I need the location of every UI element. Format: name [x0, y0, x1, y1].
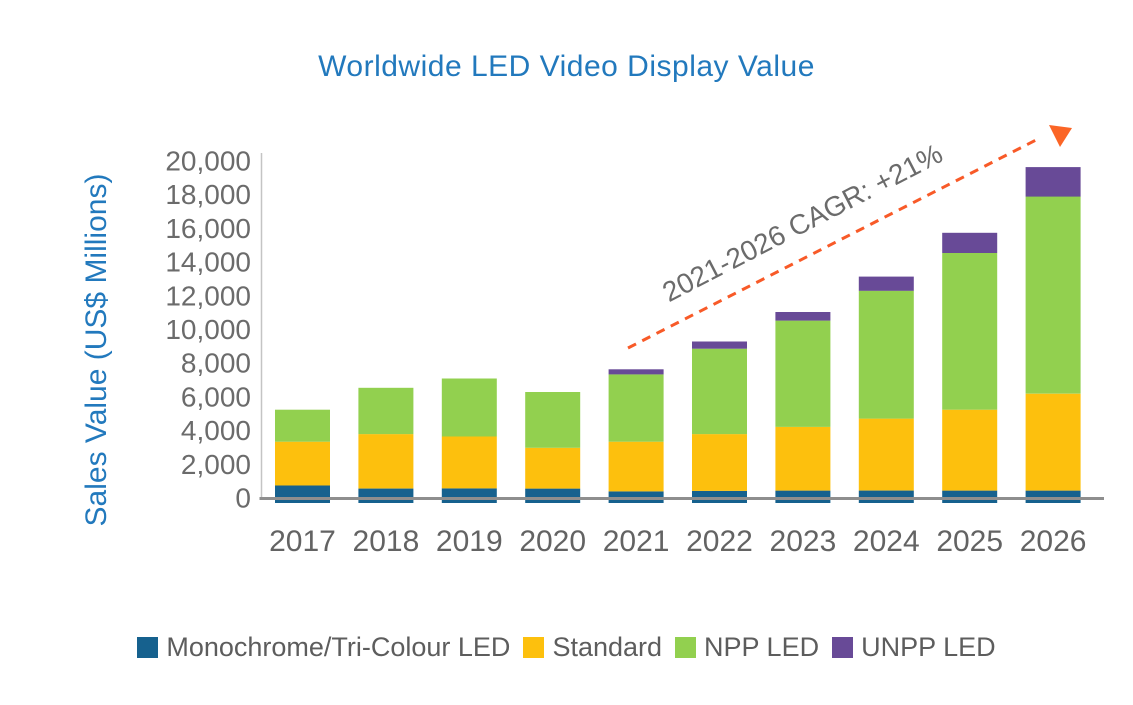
cagr-dashed-arrow-line	[627, 136, 1041, 350]
bar-2020	[525, 392, 581, 503]
bar-segment	[1025, 167, 1081, 197]
bar-segment	[775, 426, 831, 491]
bar-segment	[441, 488, 497, 503]
legend-swatch-icon	[523, 637, 545, 658]
bar-2023	[775, 312, 831, 503]
bar-segment	[858, 418, 914, 491]
bar-segment	[358, 488, 414, 503]
legend-item: UNPP LED	[832, 632, 996, 663]
x-tick-label: 2020	[519, 525, 586, 558]
bar-2017	[275, 409, 330, 503]
legend-item: Standard	[523, 632, 662, 663]
y-tick-label: 6,000	[181, 381, 251, 412]
x-tick-label: 2025	[936, 525, 1003, 558]
bar-2026	[1025, 167, 1081, 503]
x-tick-label: 2017	[269, 525, 336, 558]
cagr-arrowhead-icon	[1049, 125, 1072, 147]
x-tick-label: 2019	[436, 525, 503, 558]
bar-segment	[858, 276, 914, 291]
bar-segment	[1025, 196, 1081, 394]
y-tick-labels: 02,0004,0006,0008,00010,00012,00014,0001…	[165, 146, 251, 514]
y-tick-label: 16,000	[165, 213, 251, 244]
stacked-bar-chart: 02,0004,0006,0008,00010,00012,00014,0001…	[165, 125, 1104, 558]
bar-segment	[1025, 393, 1081, 491]
bar-segment	[858, 490, 914, 503]
bar-segment	[942, 232, 998, 253]
chart-title: Worldwide LED Video Display Value	[318, 50, 815, 83]
bar-segment	[692, 434, 747, 491]
bar-segment	[692, 490, 747, 503]
bar-segment	[692, 348, 747, 435]
legend-item: NPP LED	[675, 632, 819, 663]
y-tick-label: 2,000	[181, 449, 251, 480]
legend-label: Standard	[552, 632, 663, 662]
y-tick-label: 12,000	[165, 280, 251, 311]
x-tick-label: 2023	[770, 525, 837, 558]
legend-label: NPP LED	[704, 632, 820, 662]
x-tick-labels: 2017 2018 2019 2020 2021 2022 2023 2024 2025 2026	[269, 525, 1086, 558]
bar-segment	[358, 387, 414, 435]
bar-2022	[692, 341, 747, 503]
y-tick-label: 10,000	[165, 314, 251, 345]
legend-swatch-icon	[832, 637, 854, 658]
bar-segment	[525, 392, 581, 448]
bar-2025	[942, 232, 998, 503]
bar-segment	[608, 369, 664, 375]
bars-group	[275, 167, 1081, 503]
bar-segment	[775, 320, 831, 427]
bar-2021	[608, 369, 664, 503]
y-tick-label: 14,000	[165, 247, 251, 278]
bar-segment	[358, 434, 414, 489]
bar-2018	[358, 387, 414, 503]
bar-segment	[775, 312, 831, 321]
bar-segment	[775, 490, 831, 503]
bar-segment	[275, 441, 330, 486]
bar-segment	[441, 378, 497, 437]
y-tick-label: 4,000	[181, 415, 251, 446]
x-tick-label: 2022	[686, 525, 753, 558]
bar-segment	[275, 485, 330, 503]
bar-segment	[441, 436, 497, 489]
legend-label: Monochrome/Tri-Colour LED	[166, 632, 511, 662]
x-tick-label: 2026	[1020, 525, 1087, 558]
bar-segment	[608, 441, 664, 492]
legend-swatch-icon	[675, 637, 697, 658]
y-tick-label: 8,000	[181, 348, 251, 379]
bar-segment	[525, 447, 581, 489]
bar-segment	[942, 409, 998, 491]
cagr-annotation: 2021-2026 CAGR: +21%	[627, 125, 1072, 350]
y-tick-label: 18,000	[165, 179, 251, 210]
bar-segment	[608, 374, 664, 442]
legend-label: UNPP LED	[861, 632, 996, 662]
legend-swatch-icon	[137, 637, 159, 658]
bar-segment	[525, 488, 581, 503]
bar-segment	[1025, 490, 1081, 503]
bar-segment	[942, 490, 998, 503]
y-tick-label: 20,000	[165, 146, 251, 177]
x-tick-label: 2021	[603, 525, 670, 558]
x-tick-label: 2018	[353, 525, 420, 558]
legend: Monochrome/Tri-Colour LED Standard NPP LED…	[0, 632, 1133, 663]
legend-item: Monochrome/Tri-Colour LED	[137, 632, 510, 663]
bar-segment	[858, 290, 914, 419]
x-tick-label: 2024	[853, 525, 920, 558]
bar-segment	[692, 341, 747, 349]
bar-2024	[858, 276, 914, 503]
bar-2019	[441, 378, 497, 503]
bar-segment	[275, 409, 330, 442]
bar-segment	[942, 253, 998, 410]
y-tick-label: 0	[235, 483, 251, 514]
